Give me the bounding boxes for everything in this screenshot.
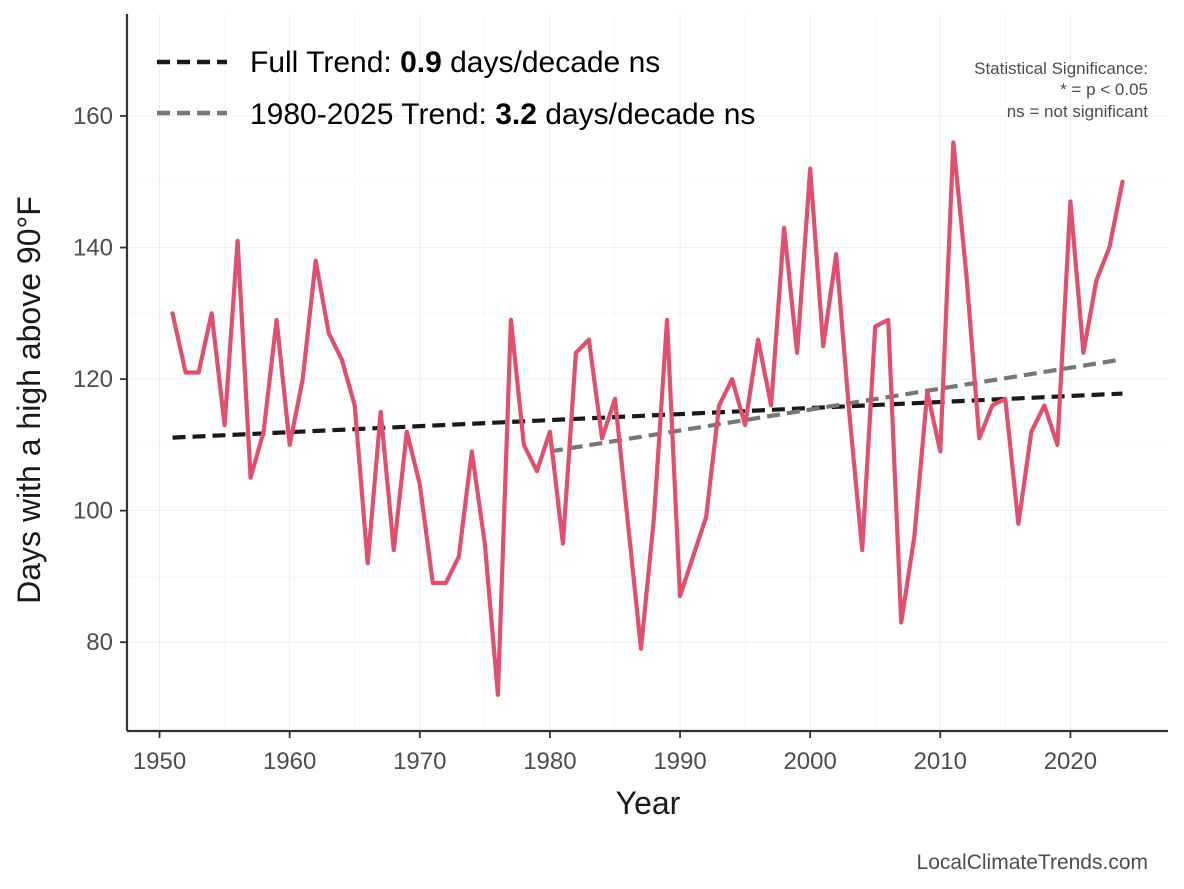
axes: [125, 14, 1168, 733]
y-tick-label: 140: [73, 235, 113, 262]
legend-full-trend-value: 0.9: [400, 46, 442, 79]
significance-note: Statistical Significance: * = p < 0.05 n…: [974, 59, 1148, 121]
x-tick-label: 2000: [783, 748, 836, 775]
significance-title: Statistical Significance:: [974, 59, 1148, 78]
x-tick-label: 2010: [914, 748, 967, 775]
x-tick-label: 1970: [393, 748, 446, 775]
legend-1980-trend-suffix: days/decade ns: [537, 98, 755, 131]
y-tick-label: 100: [73, 498, 113, 525]
legend-full-trend-prefix: Full Trend:: [250, 46, 400, 79]
gridlines: [127, 14, 1168, 731]
x-tick-label: 1960: [263, 748, 316, 775]
x-tick-label: 1980: [523, 748, 576, 775]
y-tick-label: 80: [86, 629, 113, 656]
y-tick-label: 160: [73, 103, 113, 130]
series-line: [170, 140, 1125, 697]
legend-1980-trend-prefix: 1980-2025 Trend:: [250, 98, 495, 131]
significance-line-2: ns = not significant: [1007, 102, 1149, 121]
legend-label-1980-trend: 1980-2025 Trend: 3.2 days/decade ns: [250, 98, 755, 131]
credit-label: LocalClimateTrends.com: [917, 851, 1148, 874]
legend-1980-trend-value: 3.2: [495, 98, 537, 131]
trend-lines: [172, 357, 1123, 454]
legend: Full Trend: 0.9 days/decade ns 1980-2025…: [157, 46, 755, 131]
x-tick-label: 1950: [133, 748, 186, 775]
full-trend-line: [172, 391, 1123, 440]
legend-label-full-trend: Full Trend: 0.9 days/decade ns: [250, 46, 660, 79]
significance-line-1: * = p < 0.05: [1060, 80, 1148, 99]
legend-full-trend-suffix: days/decade ns: [442, 46, 660, 79]
y-tick-label: 120: [73, 366, 113, 393]
x-tick-label: 1990: [653, 748, 706, 775]
y-axis-title: Days with a high above 90°F: [11, 196, 47, 604]
x-tick-label: 2020: [1044, 748, 1097, 775]
data-series: [170, 140, 1125, 697]
recent-trend-line: [549, 357, 1123, 454]
x-axis-title: Year: [616, 785, 681, 821]
ticks: 1950 1960 1970 1980 1990 2000 2010 2020 80 100 120…: [73, 103, 1097, 775]
